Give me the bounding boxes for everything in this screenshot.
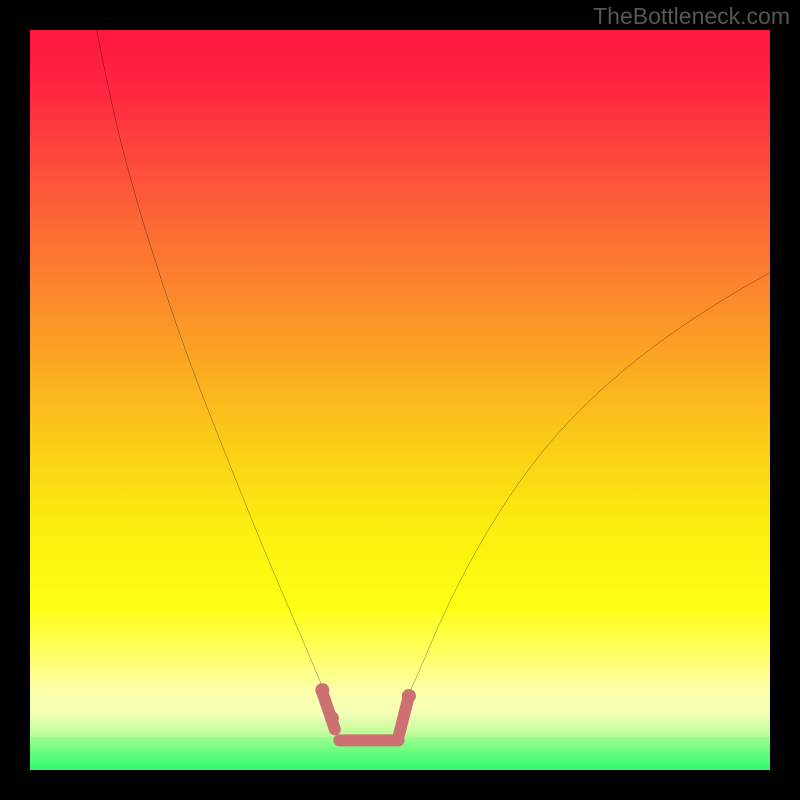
chart-container: TheBottleneck.com <box>0 0 800 800</box>
plot-area <box>30 30 770 770</box>
marker-overlay <box>30 30 770 770</box>
